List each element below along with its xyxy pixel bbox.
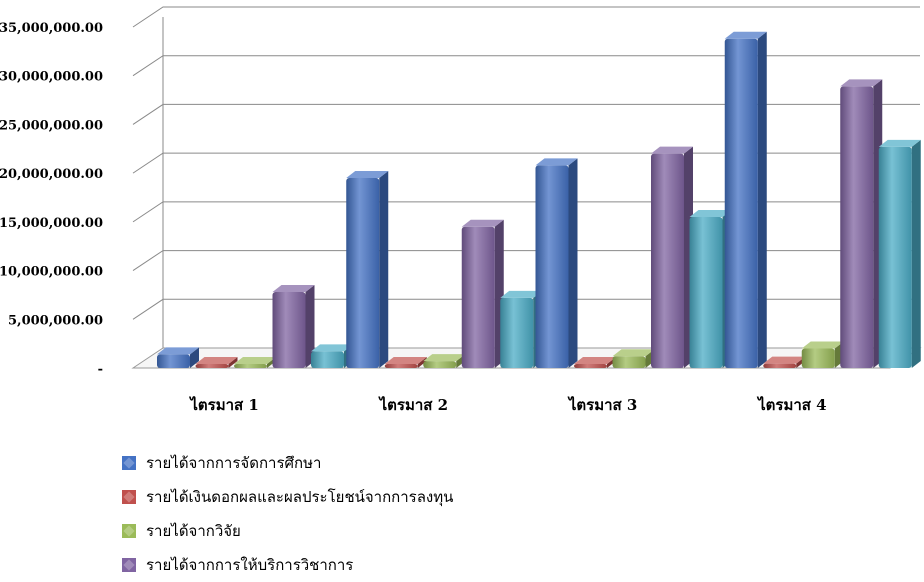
- legend-item: รายได้จากการให้บริการวิชาการ: [122, 548, 453, 582]
- bars: [157, 31, 921, 368]
- legend-swatch-icon: [122, 558, 136, 572]
- gridline: [132, 201, 920, 223]
- y-tick-label: 25,000,000.00: [0, 118, 103, 133]
- bar: [461, 219, 504, 368]
- bar: [651, 146, 693, 368]
- bar: [724, 31, 767, 368]
- y-tick-label: 10,000,000.00: [0, 265, 103, 280]
- legend-item: รายได้จากวิจัย: [122, 514, 453, 548]
- bar: [840, 79, 883, 368]
- x-tick-label: ไตรมาส 4: [756, 395, 826, 414]
- gridline: [132, 55, 920, 77]
- y-tick-label: -: [98, 362, 103, 377]
- legend-swatch-icon: [122, 490, 136, 504]
- gridline: [132, 103, 920, 125]
- gridline: [132, 250, 920, 271]
- bar: [801, 341, 844, 368]
- gridline: [132, 152, 920, 174]
- y-tick-label: 35,000,000.00: [0, 21, 103, 36]
- legend-label: รายได้เงินดอกผลและผลประโยชน์จากการลงทุน: [146, 488, 454, 506]
- x-tick-label: ไตรมาส 2: [378, 395, 448, 414]
- x-tick-label: ไตรมาส 3: [567, 395, 637, 414]
- x-tick-label: ไตรมาส 1: [188, 395, 258, 414]
- y-axis-ticks: - 5,000,000.00 10,000,000.00 15,000,000.00 2…: [0, 21, 103, 377]
- gridline: [132, 6, 920, 28]
- bar: [195, 357, 238, 368]
- y-tick-label: 5,000,000.00: [8, 313, 103, 328]
- legend-item: รายได้จากการจัดการศึกษา: [122, 446, 453, 480]
- y-tick-label: 30,000,000.00: [0, 70, 103, 85]
- y-tick-label: 15,000,000.00: [0, 216, 103, 231]
- bar: [272, 285, 315, 368]
- bar: [763, 356, 806, 368]
- x-axis-ticks: ไตรมาส 1 ไตรมาส 2 ไตรมาส 3 ไตรมาส 4: [188, 395, 826, 414]
- bar: [346, 171, 389, 368]
- bar: [878, 139, 921, 368]
- bar: [234, 357, 276, 368]
- legend-item: รายได้เงินดอกผลและผลประโยชน์จากการลงทุน: [122, 480, 453, 514]
- bar: [535, 158, 578, 368]
- legend-label: รายได้จากการจัดการศึกษา: [146, 454, 322, 472]
- legend-label: รายได้จากการให้บริการวิชาการ: [146, 556, 354, 574]
- bar: [157, 347, 199, 368]
- bar: [612, 349, 655, 368]
- y-tick-label: 20,000,000.00: [0, 167, 103, 182]
- legend-swatch-icon: [122, 456, 136, 470]
- legend: รายได้จากการจัดการศึกษา รายได้เงินดอกผลแ…: [122, 446, 453, 582]
- bar: [384, 357, 427, 368]
- legend-label: รายได้จากวิจัย: [146, 522, 241, 540]
- legend-swatch-icon: [122, 524, 136, 538]
